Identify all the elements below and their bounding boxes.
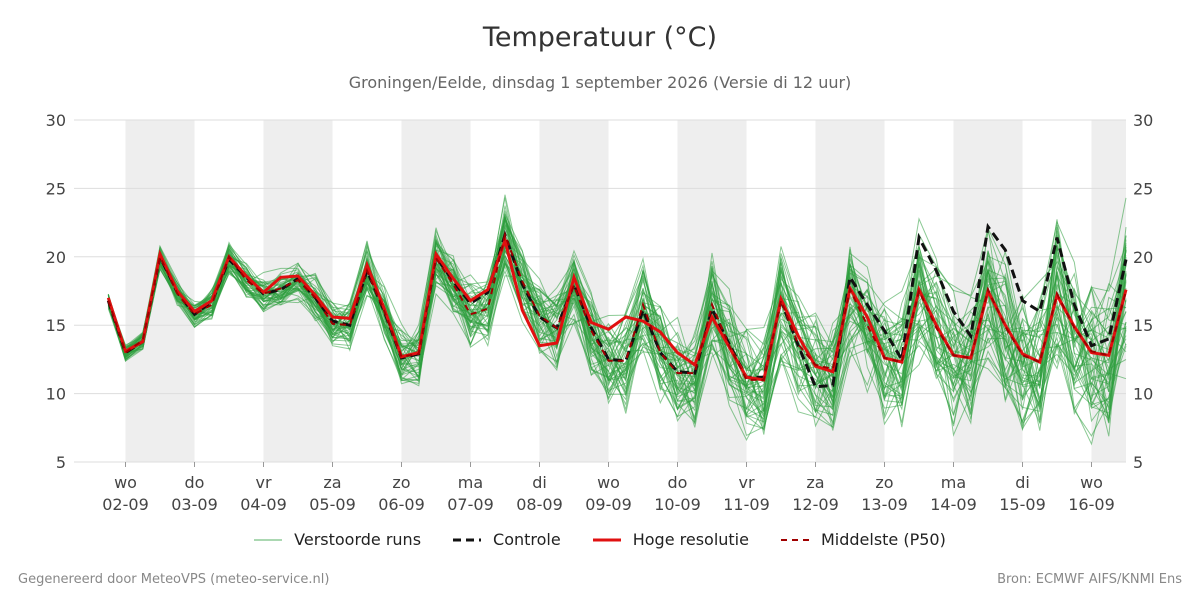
x-tick-day: di bbox=[1015, 473, 1030, 492]
x-tick-date: 09-09 bbox=[585, 495, 632, 514]
legend-label: Hoge resolutie bbox=[632, 530, 749, 549]
x-tick-date: 08-09 bbox=[516, 495, 563, 514]
x-axis: wo 02-09 do 03-09 vr 04-09 za 05-09 zo 06-09 ma 07-… bbox=[102, 462, 1115, 514]
x-tick-day: ma bbox=[458, 473, 483, 492]
x-tick-day: wo bbox=[597, 473, 620, 492]
x-tick-date: 16-09 bbox=[1068, 495, 1115, 514]
x-tick-date: 03-09 bbox=[171, 495, 218, 514]
x-tick-day: vr bbox=[255, 473, 271, 492]
y-tick-label-right: 30 bbox=[1133, 111, 1153, 130]
legend-label: Verstoorde runs bbox=[294, 530, 422, 549]
x-tick-date: 05-09 bbox=[309, 495, 356, 514]
y-tick-label-left: 5 bbox=[56, 453, 66, 472]
legend-label: Controle bbox=[493, 530, 561, 549]
y-axis-right: 5 10 15 20 25 30 bbox=[1133, 111, 1153, 472]
x-tick-day: zo bbox=[392, 473, 410, 492]
x-tick-day: za bbox=[323, 473, 341, 492]
y-tick-label-left: 30 bbox=[46, 111, 66, 130]
legend-item-control[interactable]: Controle bbox=[453, 530, 561, 549]
x-tick-date: 12-09 bbox=[792, 495, 839, 514]
x-tick-date: 10-09 bbox=[654, 495, 701, 514]
legend-item-ensemble[interactable]: Verstoorde runs bbox=[254, 530, 421, 549]
x-tick-day: do bbox=[668, 473, 688, 492]
chart-title: Temperatuur (°C) bbox=[482, 22, 718, 53]
x-tick-day: za bbox=[806, 473, 824, 492]
legend-label: Middelste (P50) bbox=[820, 530, 946, 549]
legend: Verstoorde runs Controle Hoge resolutie … bbox=[0, 530, 1200, 549]
y-tick-label-right: 25 bbox=[1133, 179, 1153, 198]
series-median bbox=[107, 231, 1127, 381]
footer-source: Bron: ECMWF AIFS/KNMI Ens bbox=[997, 572, 1182, 587]
x-tick-day: do bbox=[185, 473, 205, 492]
x-tick-day: ma bbox=[941, 473, 966, 492]
x-tick-day: di bbox=[532, 473, 547, 492]
y-tick-label-right: 10 bbox=[1133, 385, 1153, 404]
y-axis-left: 5 10 15 20 25 30 bbox=[46, 111, 66, 472]
x-tick-date: 02-09 bbox=[102, 495, 149, 514]
x-tick-date: 13-09 bbox=[861, 495, 908, 514]
x-tick-day: wo bbox=[1080, 473, 1103, 492]
x-tick-date: 11-09 bbox=[723, 495, 770, 514]
y-tick-label-right: 20 bbox=[1133, 248, 1153, 267]
y-tick-label-right: 5 bbox=[1133, 453, 1143, 472]
x-tick-day: wo bbox=[114, 473, 137, 492]
ensemble-run bbox=[107, 216, 1127, 382]
ensemble-run bbox=[107, 239, 1127, 421]
main-series bbox=[106, 222, 1128, 389]
legend-item-high-res[interactable]: Hoge resolutie bbox=[592, 530, 749, 549]
y-tick-label-left: 25 bbox=[46, 179, 66, 198]
x-tick-day: zo bbox=[875, 473, 893, 492]
x-tick-date: 15-09 bbox=[999, 495, 1046, 514]
x-tick-date: 04-09 bbox=[240, 495, 287, 514]
ensemble-run bbox=[107, 216, 1127, 407]
legend-item-median[interactable]: Middelste (P50) bbox=[780, 530, 946, 549]
footer-generator: Gegenereerd door MeteoVPS (meteo-service… bbox=[18, 572, 330, 587]
y-tick-label-right: 15 bbox=[1133, 316, 1153, 335]
y-tick-label-left: 15 bbox=[46, 316, 66, 335]
series-control bbox=[106, 222, 1128, 389]
chart-subtitle: Groningen/Eelde, dinsdag 1 september 202… bbox=[348, 73, 852, 92]
y-tick-label-left: 10 bbox=[46, 385, 66, 404]
ensemble-run bbox=[107, 256, 1127, 437]
ensemble-run bbox=[107, 220, 1127, 379]
x-tick-date: 14-09 bbox=[930, 495, 977, 514]
x-tick-day: vr bbox=[738, 473, 754, 492]
ensemble-run bbox=[107, 227, 1127, 401]
y-tick-label-left: 20 bbox=[46, 248, 66, 267]
x-tick-date: 06-09 bbox=[378, 495, 425, 514]
ensemble-run bbox=[107, 232, 1127, 446]
x-tick-date: 07-09 bbox=[447, 495, 494, 514]
